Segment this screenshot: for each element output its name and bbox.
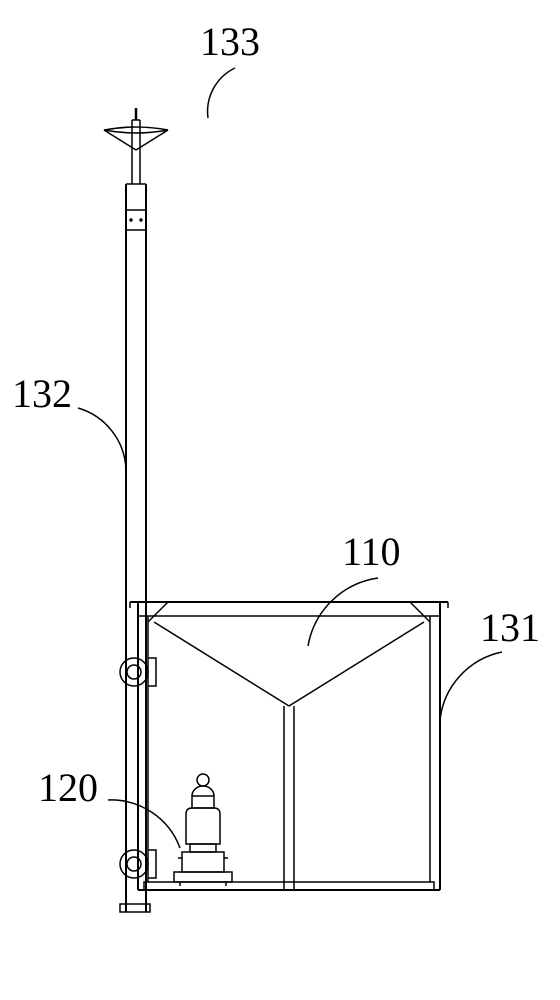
callout-label-120: 120 (38, 764, 98, 811)
callout-label-132: 132 (12, 370, 72, 417)
callout-label-110: 110 (342, 528, 401, 575)
callout-label-131: 131 (480, 604, 540, 651)
callout-label-133: 133 (200, 18, 260, 65)
technical-diagram (0, 0, 560, 1000)
